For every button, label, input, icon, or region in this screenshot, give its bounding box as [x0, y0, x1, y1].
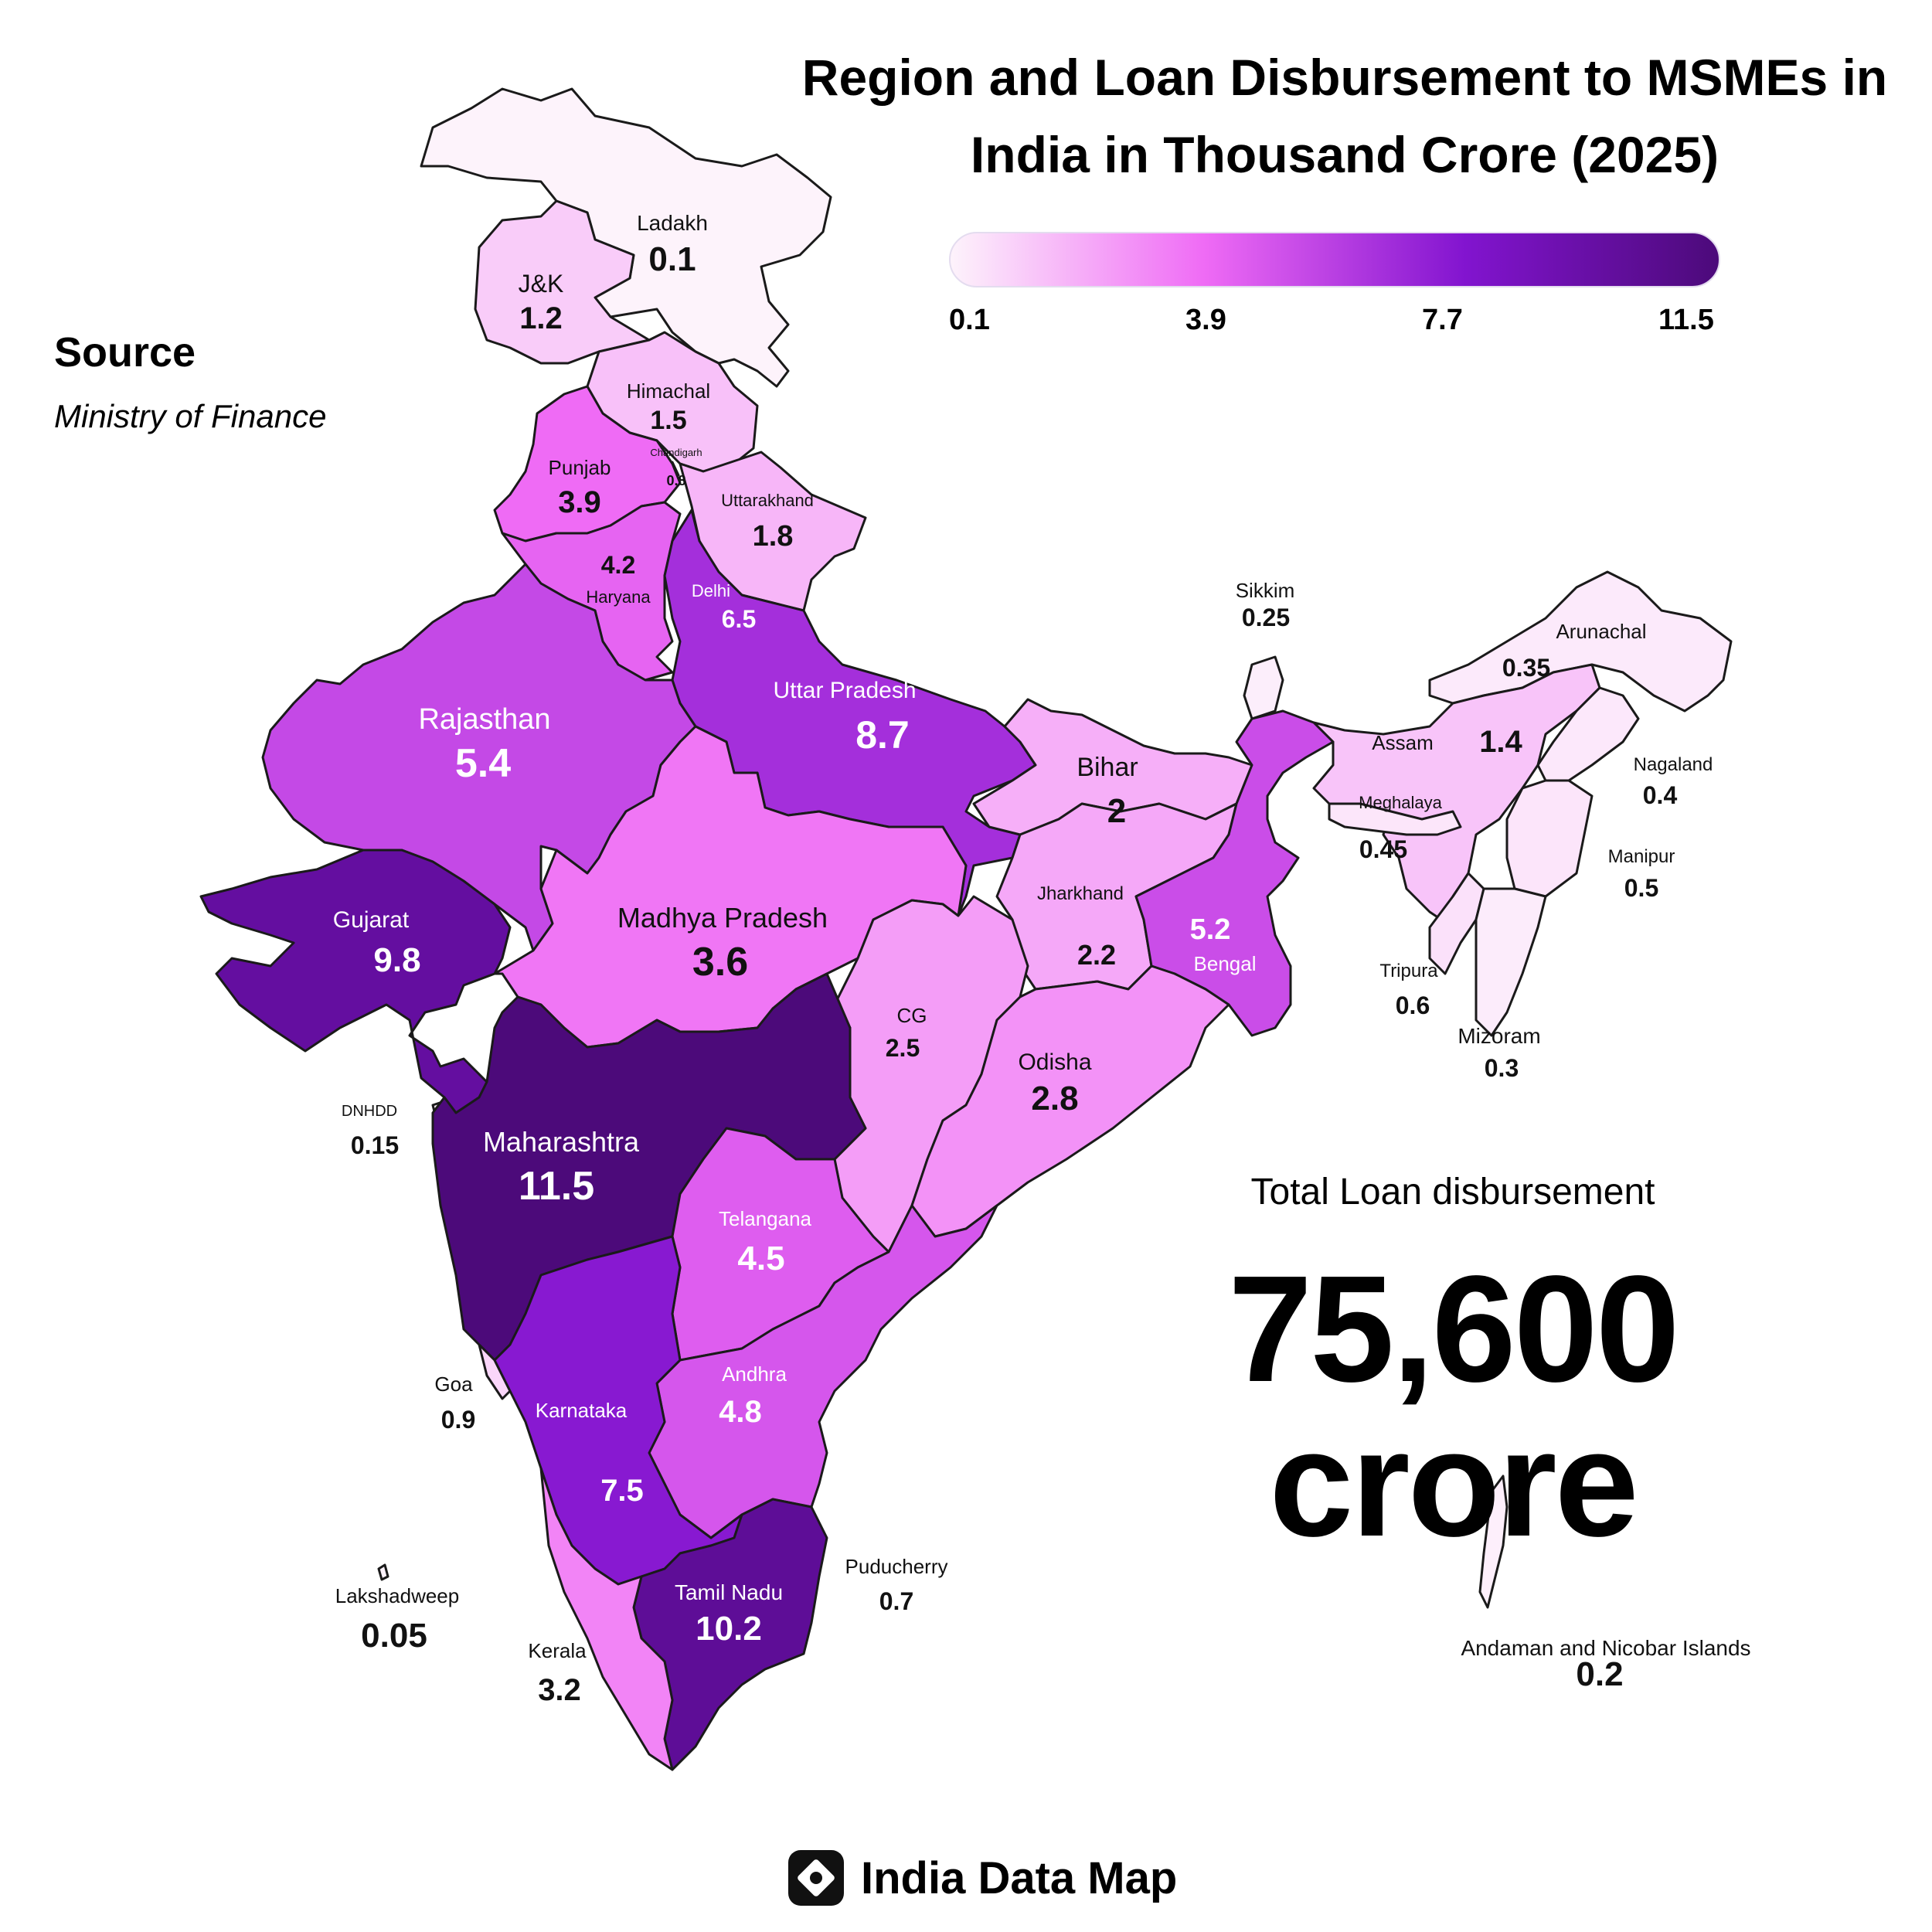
- region-label-karnataka: Karnataka: [536, 1399, 628, 1422]
- region-label-cg: CG: [897, 1004, 927, 1027]
- legend-tick-min: 0.1: [949, 304, 990, 336]
- region-value-chandigarh: 0.8: [666, 473, 685, 488]
- region-label-tripura: Tripura: [1379, 961, 1438, 981]
- region-label-kerala: Kerala: [528, 1639, 587, 1662]
- region-label-goa: Goa: [434, 1372, 473, 1396]
- region-value-up: 8.7: [855, 713, 910, 757]
- region-nagaland[interactable]: [1536, 686, 1640, 782]
- region-label-andaman: Andaman and Nicobar Islands: [1461, 1636, 1750, 1660]
- brand-footer: India Data Map: [788, 1843, 1177, 1913]
- region-value-gujarat: 9.8: [373, 941, 420, 979]
- region-value-tripura: 0.6: [1396, 992, 1430, 1019]
- region-value-mp: 3.6: [692, 940, 748, 985]
- region-label-puducherry: Puducherry: [845, 1555, 948, 1578]
- region-lakshadweep[interactable]: [377, 1563, 389, 1581]
- region-value-rajasthan: 5.4: [455, 741, 511, 786]
- region-jk[interactable]: [474, 199, 651, 365]
- region-gujarat[interactable]: [199, 849, 512, 1114]
- region-label-bihar: Bihar: [1077, 753, 1138, 782]
- region-label-ladakh: Ladakh: [637, 211, 708, 235]
- region-value-sikkim: 0.25: [1242, 604, 1290, 631]
- region-label-arunachal: Arunachal: [1556, 620, 1646, 643]
- region-value-goa: 0.9: [441, 1406, 475, 1434]
- region-value-dnhdd: 0.15: [351, 1131, 399, 1159]
- total-label: Total Loan disbursement: [1250, 1172, 1655, 1213]
- page-title: Region and Loan Disbursement to MSMEs in…: [801, 49, 1888, 183]
- region-label-jk: J&K: [519, 270, 564, 298]
- region-value-tamilnadu: 10.2: [696, 1610, 762, 1648]
- region-label-maharashtra: Maharashtra: [483, 1126, 640, 1158]
- region-value-mizoram: 0.3: [1485, 1054, 1519, 1082]
- region-value-andhra: 4.8: [719, 1395, 762, 1429]
- region-andaman[interactable]: [1478, 1475, 1509, 1609]
- region-label-dnhdd: DNHDD: [342, 1103, 397, 1120]
- region-value-maharashtra: 11.5: [519, 1164, 594, 1209]
- region-label-haryana: Haryana: [586, 587, 651, 607]
- region-label-assam: Assam: [1372, 731, 1433, 754]
- region-value-bihar: 2: [1107, 792, 1126, 830]
- region-label-telangana: Telangana: [719, 1207, 812, 1230]
- region-value-ladakh: 0.1: [648, 240, 696, 278]
- region-label-himachal: Himachal: [627, 379, 710, 403]
- region-value-jharkhand: 2.2: [1077, 939, 1116, 971]
- region-value-assam: 1.4: [1479, 725, 1522, 759]
- region-value-manipur: 0.5: [1624, 874, 1658, 902]
- region-value-jk: 1.2: [519, 301, 563, 335]
- region-label-rajasthan: Rajasthan: [418, 703, 550, 736]
- legend-tick-2: 3.9: [1185, 304, 1226, 336]
- region-meghalaya[interactable]: [1328, 802, 1462, 836]
- region-label-jharkhand: Jharkhand: [1037, 883, 1124, 904]
- region-label-lakshadweep: Lakshadweep: [335, 1584, 459, 1607]
- region-label-nagaland: Nagaland: [1634, 754, 1713, 775]
- region-label-sikkim: Sikkim: [1236, 579, 1295, 602]
- region-label-odisha: Odisha: [1018, 1049, 1091, 1075]
- region-mizoram[interactable]: [1475, 887, 1547, 1037]
- region-label-tamilnadu: Tamil Nadu: [675, 1580, 783, 1604]
- region-sikkim[interactable]: [1243, 655, 1284, 720]
- region-tripura[interactable]: [1428, 872, 1485, 975]
- region-value-himachal: 1.5: [650, 406, 686, 435]
- map-marker-icon: [788, 1850, 844, 1906]
- region-value-arunachal: 0.35: [1502, 654, 1550, 682]
- region-value-uttarakhand: 1.8: [753, 520, 794, 553]
- region-value-haryana: 4.2: [601, 551, 635, 579]
- region-value-lakshadweep: 0.05: [361, 1617, 427, 1655]
- region-value-meghalaya: 0.45: [1359, 835, 1407, 863]
- source-heading: Source: [54, 329, 196, 376]
- region-value-nagaland: 0.4: [1643, 781, 1678, 809]
- region-kerala[interactable]: [539, 1467, 674, 1771]
- legend-tick-3: 7.7: [1422, 304, 1463, 336]
- region-label-mp: Madhya Pradesh: [617, 902, 828, 934]
- region-goa[interactable]: [478, 1343, 512, 1400]
- region-value-cg: 2.5: [886, 1034, 920, 1062]
- region-label-gujarat: Gujarat: [333, 907, 410, 933]
- region-label-manipur: Manipur: [1608, 846, 1675, 867]
- region-value-puducherry: 0.7: [879, 1587, 913, 1615]
- region-manipur[interactable]: [1505, 779, 1594, 898]
- region-label-bengal: Bengal: [1194, 952, 1257, 975]
- region-bengal[interactable]: [1134, 709, 1335, 1037]
- region-value-kerala: 3.2: [538, 1673, 581, 1707]
- region-label-chandigarh: Chandigarh: [650, 447, 702, 458]
- brand-name: India Data Map: [861, 1852, 1178, 1903]
- legend-color-bar: [949, 232, 1720, 287]
- region-value-karnataka: 7.5: [600, 1474, 644, 1508]
- region-label-mizoram: Mizoram: [1458, 1024, 1540, 1048]
- region-label-meghalaya: Meghalaya: [1359, 793, 1442, 812]
- region-value-andaman: 0.2: [1576, 1655, 1623, 1693]
- region-label-up: Uttar Pradesh: [773, 678, 916, 703]
- region-value-delhi: 6.5: [722, 605, 756, 633]
- region-value-odisha: 2.8: [1031, 1080, 1078, 1117]
- total-value: 75,600 crore: [1228, 1244, 1679, 1568]
- region-label-uttarakhand: Uttarakhand: [721, 491, 814, 510]
- source-value: Ministry of Finance: [54, 398, 327, 434]
- region-value-bengal: 5.2: [1190, 913, 1231, 946]
- region-label-punjab: Punjab: [549, 456, 611, 479]
- region-label-andhra: Andhra: [722, 1362, 787, 1386]
- region-label-delhi: Delhi: [692, 581, 730, 600]
- region-value-punjab: 3.9: [558, 485, 601, 519]
- legend-tick-max: 11.5: [1658, 304, 1714, 336]
- region-value-telangana: 4.5: [737, 1240, 784, 1277]
